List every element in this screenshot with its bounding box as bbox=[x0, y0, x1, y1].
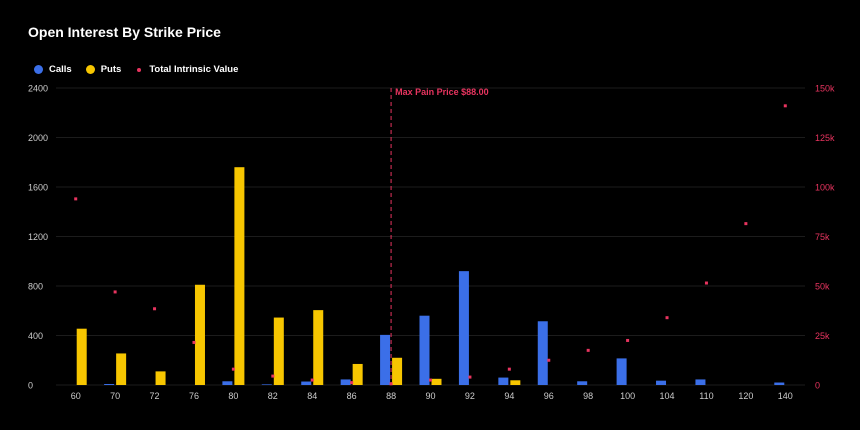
legend-label-intrinsic: Total Intrinsic Value bbox=[149, 64, 239, 75]
puts-swatch-icon bbox=[85, 65, 95, 74]
legend-item-puts[interactable]: Puts bbox=[85, 64, 122, 75]
x-tick-label: 98 bbox=[583, 391, 593, 401]
bar-calls bbox=[419, 315, 430, 385]
bar-calls bbox=[380, 334, 391, 385]
x-tick-label: 84 bbox=[307, 391, 317, 401]
legend: Calls Puts Total Intrinsic Value bbox=[34, 64, 252, 75]
point-intrinsic bbox=[113, 290, 117, 294]
bar-puts bbox=[352, 363, 363, 385]
point-intrinsic bbox=[507, 367, 511, 371]
point-intrinsic bbox=[626, 338, 630, 342]
point-intrinsic bbox=[231, 367, 235, 371]
bar-puts bbox=[155, 371, 166, 385]
bar-calls bbox=[340, 379, 351, 385]
x-tick-label: 140 bbox=[778, 391, 793, 401]
point-intrinsic bbox=[429, 378, 432, 382]
bar-calls bbox=[222, 381, 233, 385]
bar-calls bbox=[616, 358, 627, 385]
y-tick-left: 2000 bbox=[28, 133, 48, 143]
bar-calls bbox=[261, 384, 272, 385]
bar-calls bbox=[301, 381, 312, 385]
bar-puts bbox=[76, 328, 87, 385]
legend-label-calls: Calls bbox=[49, 64, 72, 75]
bar-calls bbox=[695, 379, 706, 385]
bar-puts bbox=[431, 378, 442, 385]
x-tick-label: 80 bbox=[228, 391, 238, 401]
calls-swatch-icon bbox=[34, 65, 43, 74]
x-tick-label: 110 bbox=[699, 391, 713, 401]
point-intrinsic bbox=[586, 348, 590, 352]
x-tick-label: 100 bbox=[620, 391, 635, 401]
x-tick-label: 70 bbox=[110, 391, 120, 401]
bar-puts bbox=[510, 380, 521, 385]
y-tick-right: 125k bbox=[815, 133, 835, 143]
intrinsic-swatch-icon bbox=[137, 67, 142, 72]
x-tick-label: 90 bbox=[425, 391, 435, 401]
point-intrinsic bbox=[783, 104, 787, 108]
y-tick-left: 1200 bbox=[28, 232, 48, 242]
bar-calls bbox=[774, 382, 785, 385]
x-tick-label: 82 bbox=[268, 391, 278, 401]
bar-calls bbox=[458, 271, 469, 385]
x-tick-label: 94 bbox=[504, 391, 514, 401]
chart-title: Open Interest By Strike Price bbox=[28, 24, 221, 40]
bar-calls bbox=[656, 380, 667, 385]
y-tick-left: 800 bbox=[28, 282, 43, 292]
bar-calls bbox=[498, 377, 509, 385]
y-tick-right: 150k bbox=[815, 84, 835, 94]
x-tick-label: 120 bbox=[738, 391, 753, 401]
point-intrinsic bbox=[547, 358, 551, 362]
bar-calls bbox=[104, 384, 115, 385]
bar-puts bbox=[313, 310, 324, 385]
max-pain-label: Max Pain Price $88.00 bbox=[395, 87, 489, 97]
x-tick-label: 88 bbox=[386, 391, 396, 401]
y-tick-right: 75k bbox=[815, 232, 830, 242]
x-tick-label: 72 bbox=[150, 391, 160, 401]
y-tick-right: 25k bbox=[815, 331, 830, 341]
point-intrinsic bbox=[468, 375, 472, 379]
x-tick-label: 76 bbox=[189, 391, 199, 401]
point-intrinsic bbox=[153, 307, 157, 311]
bar-puts bbox=[392, 357, 403, 385]
point-intrinsic bbox=[192, 340, 196, 344]
point-intrinsic bbox=[271, 374, 275, 378]
bar-calls bbox=[537, 321, 548, 385]
point-intrinsic bbox=[704, 281, 708, 285]
point-intrinsic bbox=[744, 222, 748, 226]
bar-puts bbox=[194, 284, 205, 385]
legend-label-puts: Puts bbox=[100, 64, 122, 75]
y-tick-left: 400 bbox=[28, 331, 43, 341]
y-tick-right: 50k bbox=[815, 282, 830, 292]
bar-puts bbox=[234, 167, 245, 385]
point-intrinsic bbox=[74, 197, 78, 201]
y-tick-right: 0 bbox=[815, 381, 820, 391]
point-intrinsic bbox=[665, 316, 669, 320]
bar-puts bbox=[273, 317, 284, 385]
y-tick-right: 100k bbox=[815, 183, 835, 193]
x-tick-label: 96 bbox=[544, 391, 554, 401]
x-tick-label: 104 bbox=[660, 391, 675, 401]
legend-item-intrinsic[interactable]: Total Intrinsic Value bbox=[135, 64, 238, 75]
y-tick-left: 1600 bbox=[28, 183, 48, 193]
x-tick-label: 86 bbox=[347, 391, 357, 401]
y-tick-left: 0 bbox=[28, 381, 33, 391]
bar-calls bbox=[577, 381, 588, 385]
legend-item-calls[interactable]: Calls bbox=[34, 64, 72, 75]
x-tick-label: 92 bbox=[465, 391, 475, 401]
point-intrinsic bbox=[350, 381, 354, 385]
point-intrinsic bbox=[310, 378, 314, 382]
x-tick-label: 60 bbox=[71, 391, 81, 401]
bar-puts bbox=[116, 353, 127, 385]
y-tick-left: 2400 bbox=[28, 84, 48, 94]
